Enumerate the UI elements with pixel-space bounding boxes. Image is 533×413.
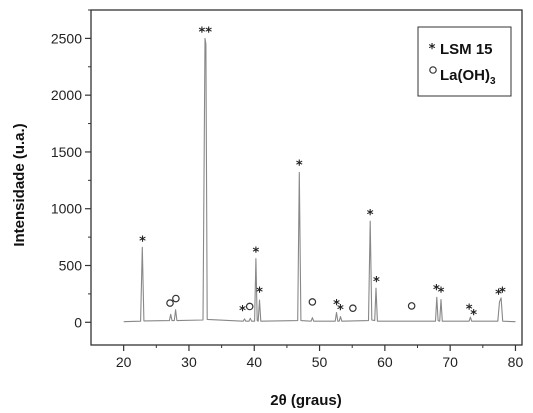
minor-ticks — [88, 9, 484, 348]
lsm15-peak-marker: * — [296, 158, 303, 173]
legend-box — [417, 26, 512, 97]
la-oh3-peak-marker — [349, 304, 357, 312]
legend-label-laoh3-main: La(OH) — [440, 67, 490, 84]
x-axis-label: 2θ (graus) — [270, 392, 341, 409]
y-axis-ticks: 0 500 1000 1500 2000 2500 — [51, 30, 91, 330]
y-tick-label: 1500 — [51, 144, 82, 160]
lsm15-peak-marker: * — [495, 288, 502, 303]
y-tick-label: 2500 — [51, 30, 82, 46]
lsm15-peak-marker: * — [333, 298, 340, 313]
x-tick-label: 30 — [181, 354, 197, 370]
la-oh3-peak-marker — [308, 298, 317, 306]
y-tick-label: 2000 — [51, 87, 82, 103]
x-tick-label: 20 — [116, 354, 132, 370]
plot-frame — [90, 9, 523, 346]
lsm15-peak-marker: * — [367, 208, 374, 223]
lsm15-peak-marker: * — [139, 234, 146, 249]
diffraction-pattern-line — [123, 37, 516, 323]
x-tick-label: 50 — [312, 354, 328, 370]
la-oh3-peak-marker — [172, 294, 180, 303]
lsm15-peak-marker: * — [438, 285, 445, 300]
lsm15-peak-marker: * — [433, 283, 440, 298]
la-oh3-peak-marker — [245, 302, 254, 311]
x-axis-ticks: 20 30 40 50 60 70 80 — [116, 345, 524, 370]
y-tick-label: 500 — [59, 258, 83, 274]
y-axis-label: Intensidade (u.a.) — [11, 123, 28, 246]
legend-label-lsm15: LSM 15 — [440, 41, 493, 58]
lsm15-peak-marker: * — [499, 285, 506, 300]
y-tick-label: 0 — [74, 314, 82, 330]
legend: * LSM 15 La(OH)3 — [417, 26, 512, 97]
la-oh3-peak-marker — [407, 302, 416, 310]
peak-markers: ***************** — [139, 25, 506, 323]
legend-label-laoh3-subscript: 3 — [490, 76, 496, 87]
lsm15-peak-marker: * — [256, 285, 263, 300]
x-tick-label: 70 — [442, 354, 458, 370]
la-oh3-peak-marker — [166, 299, 174, 307]
legend-star-marker: * — [429, 42, 436, 57]
lsm15-peak-marker: * — [252, 246, 259, 261]
legend-circle-marker — [429, 66, 437, 74]
x-tick-label: 80 — [508, 354, 524, 370]
legend-label-laoh3: La(OH)3 — [440, 67, 496, 87]
lsm15-peak-marker: * — [239, 304, 246, 319]
y-tick-label: 1000 — [51, 201, 82, 217]
lsm15-peak-marker: ** — [198, 25, 212, 40]
lsm15-peak-marker: * — [466, 302, 473, 317]
lsm15-peak-marker: * — [373, 275, 380, 290]
lsm15-peak-marker: * — [470, 308, 477, 323]
x-tick-label: 60 — [377, 354, 393, 370]
x-tick-label: 40 — [246, 354, 262, 370]
lsm15-peak-marker: * — [337, 303, 344, 318]
